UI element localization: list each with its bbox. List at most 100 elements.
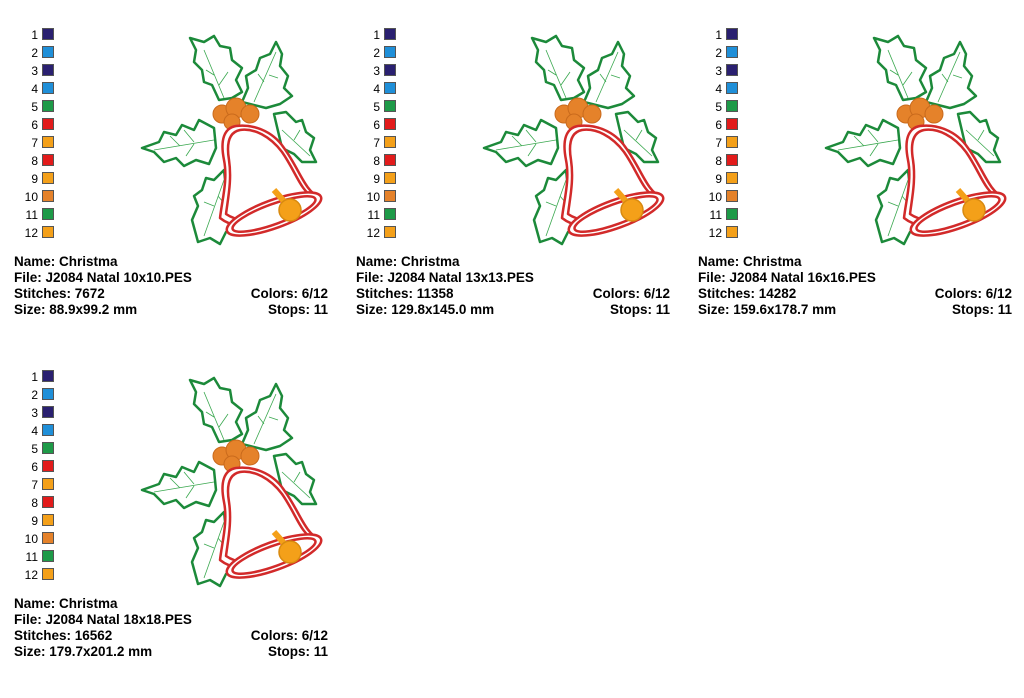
color-swatch (384, 64, 396, 76)
color-number: 5 (373, 100, 380, 114)
color-number: 6 (31, 118, 38, 132)
color-swatch (42, 46, 54, 58)
holly-leaf-left (140, 118, 218, 168)
holly-leaf-top-right (582, 40, 636, 110)
color-swatch (42, 370, 54, 382)
color-swatch-row: 3 (698, 63, 738, 81)
color-swatch-row: 2 (698, 45, 738, 63)
color-swatch-row: 10 (14, 531, 54, 549)
color-number: 2 (715, 46, 722, 60)
color-swatch-row: 6 (356, 117, 396, 135)
color-swatch (42, 532, 54, 544)
design-info: Name: Christma File: J2084 Natal 13x13.P… (356, 254, 670, 318)
color-swatch (384, 28, 396, 40)
bell-clapper (620, 198, 644, 222)
color-swatch (42, 82, 54, 94)
bell-holly-embroidery-image (824, 34, 1007, 246)
design-colors: Colors: 6/12 (250, 628, 328, 643)
bell-clapper (278, 198, 302, 222)
color-swatch (42, 190, 54, 202)
design-card: 1 2 3 4 5 6 7 8 9 10 11 12 (698, 0, 1018, 330)
design-name: Name: Christma (698, 254, 802, 269)
color-swatch-row: 8 (698, 153, 738, 171)
color-number: 11 (25, 208, 38, 222)
color-number: 9 (31, 514, 38, 528)
color-swatch-row: 1 (698, 27, 738, 45)
color-number: 10 (24, 190, 38, 204)
color-number: 2 (31, 388, 38, 402)
color-swatch (726, 172, 738, 184)
bell-holly-embroidery-image (482, 34, 665, 246)
color-swatch-row: 5 (14, 441, 54, 459)
color-swatch-row: 4 (14, 423, 54, 441)
bell-clapper (962, 198, 986, 222)
color-swatch (726, 46, 738, 58)
color-swatch (42, 406, 54, 418)
color-swatch-row: 1 (14, 27, 54, 45)
design-colors: Colors: 6/12 (250, 286, 328, 301)
color-swatch-row: 5 (14, 99, 54, 117)
color-swatch (726, 64, 738, 76)
color-number: 1 (715, 28, 722, 42)
color-swatch-row: 3 (14, 63, 54, 81)
color-swatch (726, 118, 738, 130)
color-number: 3 (373, 64, 380, 78)
color-number: 8 (31, 154, 38, 168)
color-swatch (42, 442, 54, 454)
color-number: 5 (31, 100, 38, 114)
color-swatch (42, 208, 54, 220)
design-name: Name: Christma (14, 596, 118, 611)
design-size: Size: 129.8x145.0 mm (356, 302, 495, 317)
color-number: 12 (366, 226, 380, 240)
color-swatch-row: 7 (698, 135, 738, 153)
color-swatch-row: 7 (14, 135, 54, 153)
color-list: 1 2 3 4 5 6 7 8 9 10 11 12 (356, 27, 396, 243)
design-name: Name: Christma (14, 254, 118, 269)
holly-leaf-right (614, 110, 660, 164)
color-swatch-row: 5 (698, 99, 738, 117)
color-number: 9 (373, 172, 380, 186)
color-swatch-row: 8 (14, 153, 54, 171)
color-swatch-row: 9 (698, 171, 738, 189)
color-number: 12 (24, 568, 38, 582)
color-number: 3 (31, 406, 38, 420)
color-swatch-row: 9 (356, 171, 396, 189)
design-info: Name: Christma File: J2084 Natal 18x18.P… (14, 596, 328, 660)
holly-leaf-left (482, 118, 560, 168)
color-swatch (384, 208, 396, 220)
color-number: 7 (715, 136, 722, 150)
color-swatch-row: 1 (356, 27, 396, 45)
design-stitches: Stitches: 11358 (356, 286, 454, 301)
color-swatch-row: 3 (14, 405, 54, 423)
design-name: Name: Christma (356, 254, 460, 269)
color-swatch-row: 4 (14, 81, 54, 99)
color-swatch (726, 100, 738, 112)
berries (212, 439, 260, 473)
bell-clapper (278, 540, 302, 564)
color-number: 1 (31, 370, 38, 384)
design-card: 1 2 3 4 5 6 7 8 9 10 11 12 (356, 0, 676, 330)
color-number: 8 (31, 496, 38, 510)
design-stops: Stops: 11 (951, 302, 1012, 317)
color-number: 7 (373, 136, 380, 150)
color-number: 11 (367, 208, 380, 222)
color-number: 2 (31, 46, 38, 60)
color-number: 4 (715, 82, 722, 96)
design-stitches: Stitches: 16562 (14, 628, 113, 643)
color-number: 7 (31, 136, 38, 150)
color-number: 10 (24, 532, 38, 546)
color-swatch (384, 190, 396, 202)
holly-leaf-right (272, 452, 318, 506)
color-swatch-row: 6 (698, 117, 738, 135)
color-swatch (384, 136, 396, 148)
color-swatch-row: 11 (14, 207, 54, 225)
holly-leaf-top-left (188, 34, 244, 102)
color-number: 11 (25, 550, 38, 564)
color-swatch (42, 496, 54, 508)
color-swatch-row: 4 (698, 81, 738, 99)
color-swatch (384, 154, 396, 166)
color-swatch-row: 9 (14, 171, 54, 189)
holly-leaf-right (956, 110, 1002, 164)
color-number: 5 (715, 100, 722, 114)
design-colors: Colors: 6/12 (592, 286, 670, 301)
